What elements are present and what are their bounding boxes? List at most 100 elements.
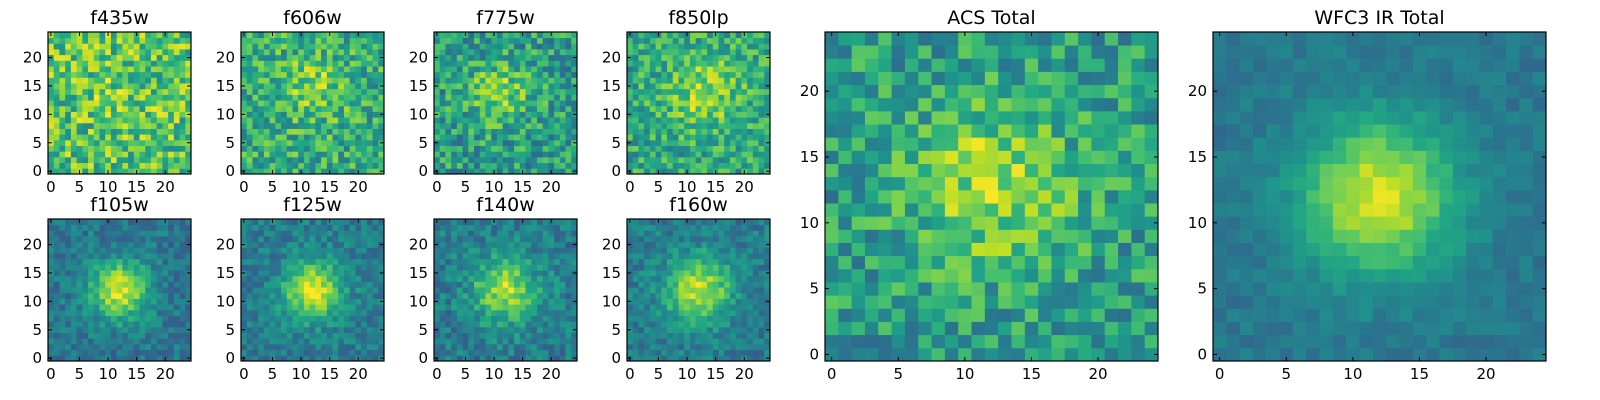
heatmap-cell	[139, 332, 146, 339]
heatmap-cell	[729, 162, 737, 169]
heatmap-cell	[70, 54, 77, 61]
heatmap-cell	[241, 224, 248, 231]
heatmap-cell	[434, 304, 441, 311]
heatmap-cell	[571, 287, 578, 294]
y-tick-label: 5	[32, 321, 42, 339]
heatmap-cell	[741, 66, 748, 73]
heatmap-cell	[548, 49, 555, 56]
heatmap-cell	[468, 287, 475, 294]
heatmap-cell	[542, 258, 549, 265]
heatmap-cell	[128, 247, 135, 254]
heatmap-cell	[292, 315, 299, 322]
heatmap-cell	[701, 60, 708, 67]
heatmap-cell	[332, 292, 339, 299]
heatmap-cell	[105, 66, 112, 73]
heatmap-cell	[179, 134, 186, 141]
heatmap-cell	[315, 315, 322, 322]
heatmap-cell	[315, 247, 322, 254]
heatmap-cell	[88, 281, 95, 288]
heatmap-cell	[468, 253, 475, 260]
heatmap-cell	[445, 94, 452, 101]
heatmap-cell	[252, 332, 259, 339]
heatmap-cell	[332, 355, 339, 362]
heatmap-cell	[70, 94, 77, 101]
heatmap-cell	[735, 88, 742, 95]
heatmap-cell	[53, 332, 60, 339]
heatmap-cell	[349, 54, 356, 61]
heatmap-cell	[695, 292, 702, 299]
heatmap-cell	[729, 83, 737, 90]
heatmap-cell	[729, 37, 737, 44]
heatmap-cell	[638, 105, 645, 112]
heatmap-cell	[456, 253, 463, 260]
heatmap-cell	[162, 100, 169, 107]
heatmap-cell	[451, 287, 458, 294]
heatmap-cell	[474, 315, 481, 322]
heatmap-cell	[508, 275, 515, 282]
heatmap-cell	[661, 54, 668, 61]
heatmap-cell	[554, 122, 561, 129]
heatmap-cell	[366, 162, 373, 169]
heatmap-cell	[554, 32, 561, 39]
heatmap-cell	[48, 264, 55, 271]
heatmap-cell	[93, 32, 100, 39]
heatmap-cell	[110, 349, 118, 356]
heatmap-cell	[298, 100, 305, 107]
heatmap-cell	[321, 139, 328, 146]
heatmap-cell	[689, 309, 697, 316]
heatmap-cell	[122, 43, 129, 50]
heatmap-cell	[548, 37, 555, 44]
heatmap-cell	[735, 122, 742, 129]
heatmap-cell	[361, 236, 368, 243]
heatmap-cell	[366, 49, 373, 56]
heatmap-cell	[53, 105, 60, 112]
heatmap-cell	[735, 54, 742, 61]
heatmap-cell	[559, 54, 566, 61]
heatmap-cell	[496, 241, 504, 248]
heatmap-cell	[156, 338, 163, 345]
heatmap-cell	[150, 122, 158, 129]
heatmap-cell	[462, 139, 469, 146]
heatmap-cell	[298, 128, 305, 135]
heatmap-cell	[116, 54, 123, 61]
heatmap-cell	[712, 338, 719, 345]
heatmap-cell	[93, 298, 100, 305]
heatmap-cell	[355, 49, 362, 56]
heatmap-cell	[65, 145, 72, 152]
heatmap-cell	[133, 43, 140, 50]
heatmap-cell	[59, 139, 66, 146]
heatmap-cell	[162, 66, 169, 73]
heatmap-cell	[525, 219, 532, 226]
heatmap-cell	[638, 128, 645, 135]
heatmap-cell	[644, 355, 651, 362]
heatmap-cell	[689, 298, 697, 305]
heatmap-cell	[485, 298, 492, 305]
heatmap-cell	[82, 128, 89, 135]
heatmap-cell	[491, 162, 498, 169]
heatmap-cell	[286, 355, 293, 362]
heatmap-cell	[718, 105, 725, 112]
heatmap-cell	[644, 134, 651, 141]
x-tick-label: 0	[46, 178, 56, 196]
heatmap-cell	[479, 287, 486, 294]
heatmap-cell	[349, 258, 356, 265]
heatmap-cell	[139, 343, 146, 351]
heatmap-cell	[667, 281, 674, 288]
heatmap-cell	[678, 355, 685, 362]
heatmap-cell	[667, 94, 674, 101]
heatmap-cell	[116, 315, 123, 322]
heatmap-cell	[729, 168, 737, 175]
heatmap-cell	[332, 315, 339, 322]
heatmap-cell	[315, 230, 322, 237]
heatmap-cell	[252, 83, 259, 90]
heatmap-cell	[110, 128, 118, 135]
heatmap-cell	[565, 281, 572, 288]
heatmap-cell	[65, 281, 72, 288]
heatmap-cell	[758, 355, 765, 362]
heatmap-cell	[456, 309, 463, 316]
heatmap-cell	[519, 253, 526, 260]
heatmap-cell	[655, 43, 662, 50]
heatmap-cell	[361, 270, 368, 277]
heatmap-cell	[99, 145, 106, 152]
heatmap-cell	[48, 258, 55, 265]
